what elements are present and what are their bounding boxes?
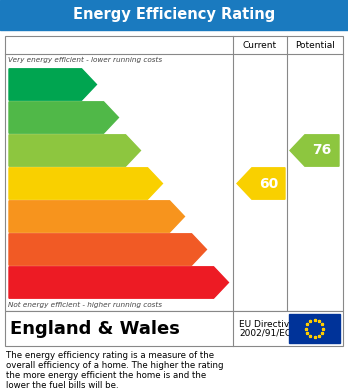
Text: The energy efficiency rating is a measure of the: The energy efficiency rating is a measur…	[6, 351, 214, 360]
Text: (39-54): (39-54)	[12, 213, 39, 219]
Bar	[0, 0, 348, 30]
Polygon shape	[237, 168, 285, 199]
Text: (1-20): (1-20)	[12, 280, 35, 285]
Polygon shape	[9, 69, 96, 100]
Polygon shape	[9, 267, 228, 298]
Bar	[5, 36, 343, 311]
Polygon shape	[9, 168, 163, 199]
Polygon shape	[290, 135, 339, 166]
Text: (69-80): (69-80)	[12, 147, 40, 154]
Text: D: D	[150, 177, 160, 190]
Polygon shape	[9, 201, 184, 232]
Text: Not energy efficient - higher running costs: Not energy efficient - higher running co…	[8, 302, 162, 308]
Text: F: F	[196, 243, 204, 256]
Text: 2002/91/EC: 2002/91/EC	[239, 329, 291, 338]
Text: overall efficiency of a home. The higher the rating: overall efficiency of a home. The higher…	[6, 361, 223, 370]
Polygon shape	[9, 234, 206, 265]
Text: G: G	[216, 276, 227, 289]
Text: Energy Efficiency Rating: Energy Efficiency Rating	[73, 7, 275, 23]
Text: Potential: Potential	[295, 41, 335, 50]
Text: B: B	[107, 111, 117, 124]
Text: 76: 76	[312, 143, 332, 158]
Text: (55-68): (55-68)	[12, 181, 39, 187]
Text: Very energy efficient - lower running costs: Very energy efficient - lower running co…	[8, 57, 162, 63]
Bar	[5, 311, 343, 346]
Text: E: E	[174, 210, 182, 223]
Text: EU Directive: EU Directive	[239, 320, 295, 329]
Bar	[289, 314, 340, 343]
Text: A: A	[85, 78, 94, 91]
Polygon shape	[9, 135, 141, 166]
Text: C: C	[129, 144, 139, 157]
Text: (92-100): (92-100)	[12, 81, 44, 88]
Text: the more energy efficient the home is and the: the more energy efficient the home is an…	[6, 371, 206, 380]
Text: lower the fuel bills will be.: lower the fuel bills will be.	[6, 381, 119, 390]
Polygon shape	[9, 102, 118, 133]
Text: England & Wales: England & Wales	[10, 319, 180, 337]
Text: 60: 60	[259, 176, 278, 190]
Text: (81-91): (81-91)	[12, 115, 40, 120]
Text: (21-38): (21-38)	[12, 246, 40, 253]
Text: Current: Current	[243, 41, 277, 50]
